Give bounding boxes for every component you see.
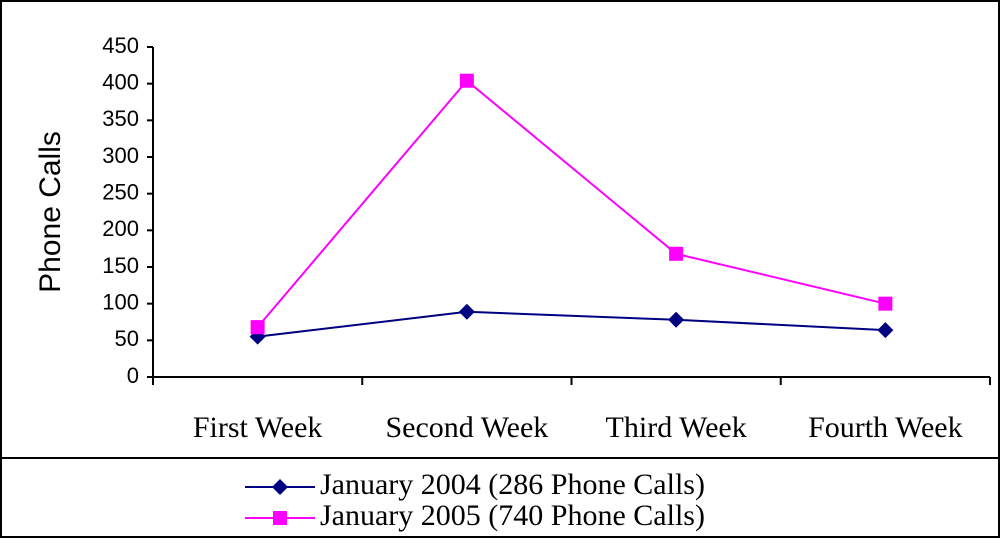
data-point	[878, 296, 893, 311]
series-line	[257, 310, 886, 338]
y-tick-label: 400	[102, 69, 139, 94]
y-axis-label: Phone Calls	[34, 131, 67, 293]
x-tick-label: Fourth Week	[808, 411, 963, 444]
legend-marker	[272, 479, 288, 495]
y-tick-label: 50	[115, 326, 139, 351]
x-tick-label: Third Week	[606, 411, 747, 444]
y-tick-label: 350	[102, 106, 139, 131]
data-point	[250, 320, 265, 335]
x-tick-label: Second Week	[385, 411, 548, 444]
y-tick-label: 0	[127, 363, 139, 388]
legend-marker	[273, 511, 287, 525]
data-point	[458, 303, 475, 320]
y-tick-label: 450	[102, 33, 139, 58]
y-tick-label: 200	[102, 216, 139, 241]
data-point	[668, 311, 685, 328]
x-tick-label: First Week	[193, 411, 323, 444]
data-point	[669, 246, 684, 261]
data-point	[459, 73, 474, 88]
legend-label: January 2005 (740 Phone Calls)	[320, 499, 705, 532]
y-tick-label: 100	[102, 289, 139, 314]
series-line	[256, 79, 886, 328]
y-tick-label: 300	[102, 143, 139, 168]
data-point	[877, 322, 894, 339]
y-tick-label: 250	[102, 179, 139, 204]
legend-label: January 2004 (286 Phone Calls)	[320, 468, 705, 501]
y-tick-label: 150	[102, 253, 139, 278]
